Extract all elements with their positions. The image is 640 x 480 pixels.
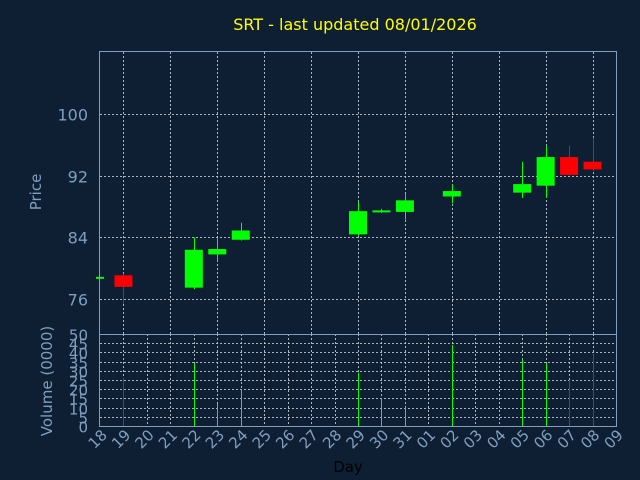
x-axis-label: Day (333, 458, 363, 476)
x-tick-label: 21 (155, 426, 181, 452)
x-tick-label: 26 (272, 426, 298, 452)
grid-layer (100, 52, 616, 426)
candle-body (208, 249, 227, 255)
x-tick-label: 22 (178, 426, 204, 452)
candle-body (114, 275, 133, 287)
price-tick-label: 76 (68, 291, 88, 310)
volume-tick-label: 15 (69, 391, 88, 409)
candle-body (349, 211, 367, 235)
volume-tick-label: 30 (69, 364, 88, 382)
x-tick-label: 27 (296, 426, 322, 452)
volume-tick-label: 25 (69, 373, 88, 391)
volume-axis-label: Volume (0000) (38, 326, 56, 436)
x-tick-label: 05 (507, 426, 533, 452)
x-tick-label: 08 (577, 426, 603, 452)
chart-title: SRT - last updated 08/01/2026 (233, 15, 477, 34)
volume-tick-label: 5 (78, 410, 88, 428)
volume-tick-label: 35 (69, 355, 88, 373)
price-axis-label: Price (27, 174, 45, 211)
volume-tick-label: 20 (69, 382, 88, 400)
candle-body (560, 157, 579, 175)
x-tick-label: 23 (202, 426, 228, 452)
x-tick-label: 24 (225, 426, 251, 452)
x-tick-label: 09 (601, 426, 627, 452)
x-tick-label: 31 (390, 426, 416, 452)
candle-body (231, 230, 250, 240)
volume-bars (123, 345, 594, 426)
volume-tick-label: 0 (78, 419, 88, 437)
volume-tick-label: 40 (69, 345, 88, 363)
volume-tick-label: 50 (69, 327, 88, 345)
x-tick-label: 25 (249, 426, 275, 452)
volume-tick-label: 10 (69, 401, 88, 419)
x-tick-label: 20 (132, 426, 158, 452)
x-tick-label: 28 (319, 426, 345, 452)
x-tick-label: 29 (343, 426, 369, 452)
x-tick-label: 19 (108, 426, 134, 452)
price-tick-label: 92 (68, 168, 88, 187)
volume-tick-label: 45 (69, 336, 88, 354)
x-tick-label: 04 (483, 426, 509, 452)
x-tick-label: 02 (436, 426, 462, 452)
price-tick-label: 84 (68, 229, 88, 248)
candle-body (184, 249, 203, 288)
candle-body (513, 184, 532, 193)
x-tick-label: 07 (554, 426, 580, 452)
x-tick-label: 30 (366, 426, 392, 452)
x-tick-label: 18 (85, 426, 111, 452)
candle-body (395, 200, 414, 212)
candle-body (372, 210, 391, 213)
x-tick-label: 01 (413, 426, 439, 452)
candle-body (583, 161, 602, 170)
x-tick-label: 06 (530, 426, 556, 452)
candles (96, 137, 602, 304)
volume-panel-frame (99, 334, 617, 427)
x-tick-label: 03 (460, 426, 486, 452)
candle-body (536, 157, 555, 186)
candle-body (442, 191, 461, 197)
x-tick-labels: 1819202122232425262728293031010203040506… (85, 426, 627, 452)
price-tick-label: 100 (57, 106, 88, 125)
